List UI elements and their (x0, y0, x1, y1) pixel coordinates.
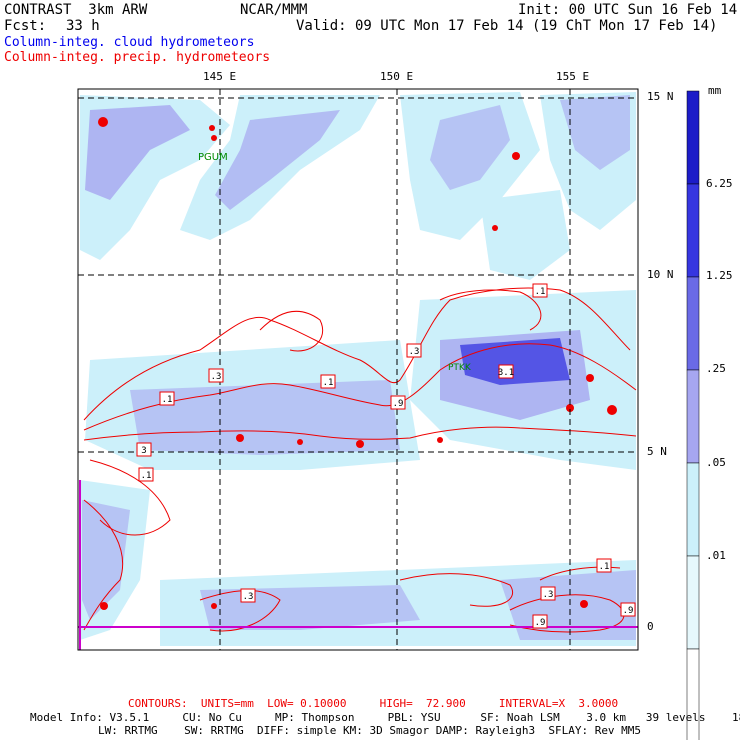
lat-label-10n: 10 N (647, 268, 674, 281)
colorbar-segment (686, 555, 700, 650)
contour-label-box (532, 614, 548, 629)
center-label: NCAR/MMM (240, 2, 308, 18)
station-pgum: PGUM (198, 152, 228, 163)
valid-time: Valid: 09 UTC Mon 17 Feb 14 (19 ChT Mon … (296, 18, 718, 34)
contour-label-box (159, 391, 175, 406)
contour-label: .9 (393, 399, 404, 409)
forecast-label: Fcst: (4, 18, 47, 34)
lon-label-150: 150 E (380, 70, 414, 83)
contour-label-box (406, 343, 422, 358)
contour-label-box (320, 374, 336, 389)
contour-label-box (208, 368, 224, 383)
contour-label-box (240, 588, 256, 603)
contour-label: 3.1 (498, 368, 514, 378)
colorbar-segment (686, 276, 700, 371)
precip-contours (83, 287, 637, 633)
contour-label: .1 (162, 395, 173, 405)
lon-label-145: 145 E (203, 70, 237, 83)
contour-label-box (138, 467, 154, 482)
contour-label: .1 (535, 287, 546, 297)
colorbar-segment (686, 183, 700, 278)
contour-label: .3 (211, 372, 222, 382)
contour-label-box (498, 364, 514, 379)
map-frame (77, 88, 639, 651)
field-precip-label: Column-integ. precip. hydrometeors (4, 50, 271, 65)
model-info-physics: LW: RRTMG SW: RRTMG DIFF: simple KM: 3D … (98, 724, 642, 737)
precip-cells (98, 117, 617, 610)
colorbar-level-5: .01 (706, 549, 726, 562)
contour-info: CONTOURS: UNITS=mm LOW= 0.10000 HIGH= 72… (128, 697, 619, 710)
contour-label: .3 (243, 592, 254, 602)
contour-label: .9 (623, 606, 634, 616)
contour-label-box (532, 283, 548, 298)
colorbar-segment (686, 648, 700, 740)
contour-label: .1 (323, 378, 334, 388)
contour-labels: .1 .3 .9 3 3.1 .3 .1 .1 .9 .3 .1 .3 .1 .9 (136, 283, 636, 629)
contour-label-box (596, 558, 612, 573)
contour-label: .9 (535, 618, 546, 628)
colorbar-level-3: .25 (706, 362, 726, 375)
contour-label: .3 (543, 590, 554, 600)
lat-label-5n: 5 N (647, 445, 667, 458)
contour-label-box (390, 395, 406, 410)
colorbar-segment (686, 369, 700, 464)
contour-label-box (620, 602, 636, 617)
station-ptkk: PTKK (448, 363, 472, 373)
model-title: CONTRAST 3km ARW (4, 2, 148, 18)
colorbar-level-1: 6.25 (706, 177, 733, 190)
colorbar-unit: mm (708, 84, 722, 97)
contour-label: .1 (141, 471, 152, 481)
contour-label: 3 (141, 446, 146, 456)
contour-label: .3 (409, 347, 420, 357)
contour-label-box (136, 442, 152, 457)
lat-label-15n: 15 N (647, 90, 674, 103)
init-time: Init: 00 UTC Sun 16 Feb 14 (518, 2, 738, 18)
contour-label: .1 (599, 562, 610, 572)
colorbar-level-2: 1.25 (706, 269, 733, 282)
forecast-hours: 33 h (66, 18, 100, 34)
cloud-shading (80, 92, 636, 646)
colorbar-level-4: .05 (706, 456, 726, 469)
contour-label-box (540, 586, 556, 601)
lon-label-155: 155 E (556, 70, 590, 83)
colorbar-segment (686, 462, 700, 557)
model-info: Model Info: V3.5.1 CU: No Cu MP: Thompso… (30, 711, 740, 724)
lat-label-0: 0 (647, 620, 654, 633)
field-cloud-label: Column-integ. cloud hydrometeors (4, 35, 255, 50)
colorbar (686, 90, 700, 740)
colorbar-segment (686, 90, 700, 185)
